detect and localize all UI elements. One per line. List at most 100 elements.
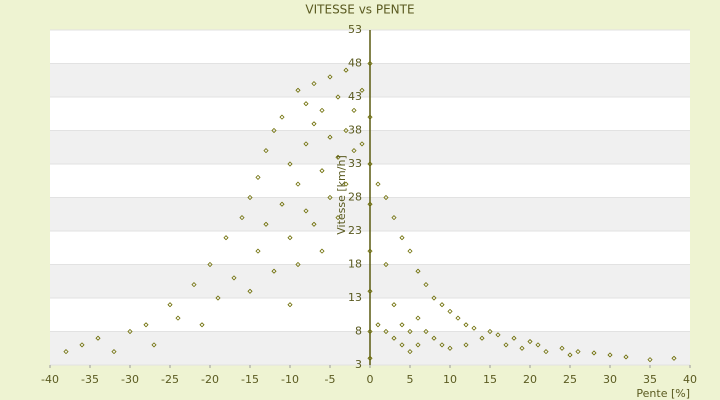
point xyxy=(367,248,373,254)
point xyxy=(311,221,317,227)
x-tick-label: -35 xyxy=(81,373,99,386)
point xyxy=(263,148,269,154)
point xyxy=(447,345,453,351)
point xyxy=(311,121,317,127)
point xyxy=(303,101,309,107)
x-tick-label: -10 xyxy=(281,373,299,386)
point xyxy=(391,302,397,308)
point xyxy=(439,342,445,348)
y-tick-label: 3 xyxy=(355,358,362,371)
point xyxy=(607,352,613,358)
point xyxy=(319,107,325,113)
point xyxy=(431,335,437,341)
point xyxy=(311,81,317,87)
x-tick-label: 15 xyxy=(483,373,497,386)
point xyxy=(343,67,349,73)
point xyxy=(335,154,341,160)
x-tick-label: -15 xyxy=(241,373,259,386)
point xyxy=(399,342,405,348)
point xyxy=(527,338,533,345)
point xyxy=(407,248,413,254)
point xyxy=(199,322,205,328)
point xyxy=(287,302,293,308)
point xyxy=(495,332,501,338)
point xyxy=(263,221,269,227)
point xyxy=(303,208,309,214)
x-tick-label: 35 xyxy=(643,373,657,386)
point xyxy=(175,315,181,321)
y-tick-label: 18 xyxy=(348,258,362,271)
point xyxy=(303,141,309,147)
point xyxy=(391,335,397,341)
y-tick-label: 43 xyxy=(348,90,362,103)
x-axis-label: Pente [%] xyxy=(636,387,690,400)
x-tick-label: -25 xyxy=(161,373,179,386)
point xyxy=(367,355,373,361)
point xyxy=(215,295,221,301)
point xyxy=(359,141,365,147)
point xyxy=(439,302,445,308)
point xyxy=(407,328,413,335)
point xyxy=(415,315,421,321)
point xyxy=(271,127,277,134)
point xyxy=(223,235,229,241)
point xyxy=(415,342,421,348)
point xyxy=(487,328,493,335)
point xyxy=(207,261,213,268)
point xyxy=(383,328,389,335)
point xyxy=(447,308,453,314)
point xyxy=(567,352,573,358)
point xyxy=(143,322,149,328)
point xyxy=(319,168,325,174)
point xyxy=(471,325,477,331)
point xyxy=(111,349,117,355)
point xyxy=(575,349,581,355)
point xyxy=(647,357,653,363)
point xyxy=(503,342,509,348)
point xyxy=(335,94,341,100)
x-tick-label: 40 xyxy=(683,373,697,386)
point xyxy=(671,355,677,361)
x-tick-label: 10 xyxy=(443,373,457,386)
x-tick-label: 0 xyxy=(367,373,374,386)
point xyxy=(343,181,349,187)
point xyxy=(455,315,461,321)
point xyxy=(319,248,325,254)
x-tick-label: -5 xyxy=(325,373,336,386)
point xyxy=(399,322,405,328)
point xyxy=(367,60,373,67)
point xyxy=(463,342,469,348)
point xyxy=(407,349,413,355)
point xyxy=(399,235,405,241)
point xyxy=(519,345,525,351)
x-tick-label: -20 xyxy=(201,373,219,386)
point xyxy=(415,268,421,274)
point xyxy=(127,328,133,335)
point xyxy=(255,248,261,254)
plot-area xyxy=(49,29,691,368)
chart-title: VITESSE vs PENTE xyxy=(305,3,414,17)
point xyxy=(367,114,373,120)
x-tick-label: 20 xyxy=(523,373,537,386)
point xyxy=(623,354,629,360)
point xyxy=(191,282,197,288)
point xyxy=(231,275,237,281)
point xyxy=(383,261,389,268)
point xyxy=(327,194,333,201)
y-tick-label: 33 xyxy=(348,157,362,170)
y-tick-label: 23 xyxy=(348,224,362,237)
point xyxy=(295,181,301,187)
point xyxy=(375,181,381,187)
point xyxy=(351,107,357,113)
point xyxy=(287,235,293,241)
point xyxy=(559,345,565,351)
x-tick-label: -40 xyxy=(41,373,59,386)
y-axis-label: Vitesse [km/h] xyxy=(335,155,348,235)
point xyxy=(167,302,173,308)
point xyxy=(247,194,253,201)
point xyxy=(79,342,85,348)
point xyxy=(151,342,157,348)
point xyxy=(63,349,69,355)
point xyxy=(279,201,285,207)
